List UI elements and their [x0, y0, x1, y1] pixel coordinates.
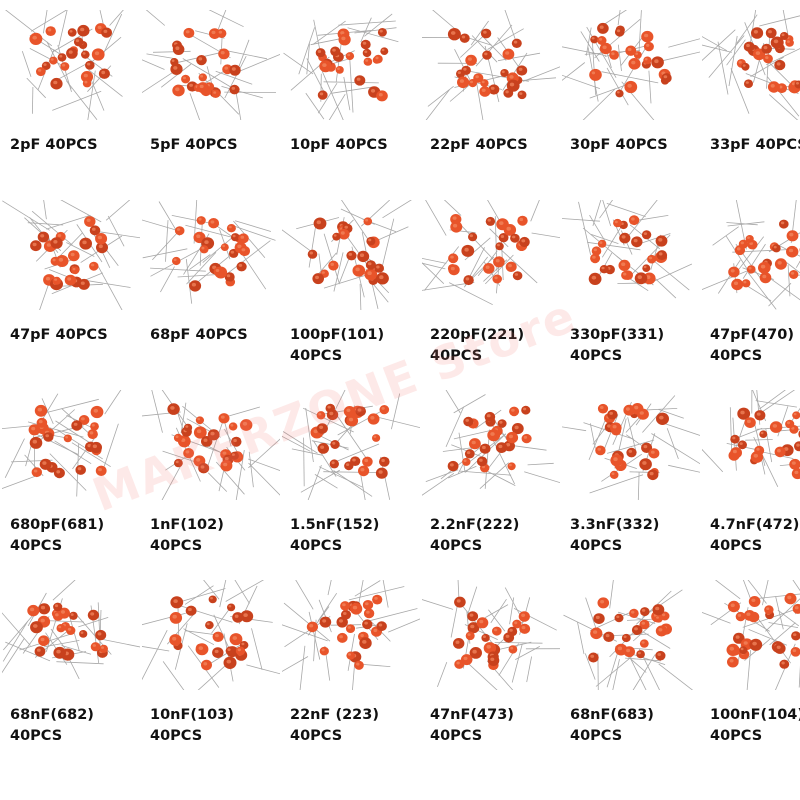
product-cell: 2pF 40PCS: [2, 10, 140, 200]
capacitor-cluster-photo: [142, 10, 280, 120]
product-cell: 10pF 40PCS: [282, 10, 420, 200]
capacitor-cluster-photo: [702, 200, 800, 310]
capacitor-cluster-photo: [422, 200, 560, 310]
product-cell: 3.3nF(332) 40PCS: [562, 390, 700, 580]
product-cell: 100pF(101) 40PCS: [282, 200, 420, 390]
product-label: 3.3nF(332) 40PCS: [570, 517, 660, 554]
product-label: 5pF 40PCS: [150, 137, 238, 153]
product-cell: 22nF (223) 40PCS: [282, 580, 420, 770]
product-cell: 220pF(221) 40PCS: [422, 200, 560, 390]
product-cell: 68nF(682) 40PCS: [2, 580, 140, 770]
capacitor-cluster-photo: [422, 390, 560, 500]
product-label: 47pF 40PCS: [10, 327, 108, 343]
product-label: 2.2nF(222) 40PCS: [430, 517, 520, 554]
product-label: 22pF 40PCS: [430, 137, 528, 153]
product-label: 22nF (223) 40PCS: [290, 707, 379, 744]
capacitor-cluster-photo: [2, 200, 140, 310]
capacitor-cluster-photo: [282, 580, 420, 690]
product-label: 33pF 40PCS: [710, 137, 800, 153]
product-cell: 1.5nF(152) 40PCS: [282, 390, 420, 580]
product-label: 2pF 40PCS: [10, 137, 98, 153]
product-label: 10pF 40PCS: [290, 137, 388, 153]
product-cell: 68nF(683) 40PCS: [562, 580, 700, 770]
product-label: 100nF(104) 40PCS: [710, 707, 800, 744]
capacitor-cluster-photo: [702, 580, 800, 690]
capacitor-cluster-photo: [2, 10, 140, 120]
product-cell: 4.7nF(472) 40PCS: [702, 390, 800, 580]
capacitor-cluster-photo: [142, 200, 280, 310]
capacitor-cluster-photo: [2, 580, 140, 690]
capacitor-cluster-photo: [282, 10, 420, 120]
product-cell: 1nF(102) 40PCS: [142, 390, 280, 580]
capacitor-cluster-photo: [562, 200, 700, 310]
capacitor-cluster-photo: [562, 390, 700, 500]
product-cell: 10nF(103) 40PCS: [142, 580, 280, 770]
capacitor-cluster-photo: [422, 10, 560, 120]
product-cell: 30pF 40PCS: [562, 10, 700, 200]
product-cell: 5pF 40PCS: [142, 10, 280, 200]
product-label: 47nF(473) 40PCS: [430, 707, 514, 744]
product-cell: 100nF(104) 40PCS: [702, 580, 800, 770]
product-cell: 330pF(331) 40PCS: [562, 200, 700, 390]
capacitor-cluster-photo: [702, 390, 800, 500]
product-label: 680pF(681) 40PCS: [10, 517, 105, 554]
capacitor-cluster-photo: [142, 390, 280, 500]
product-label: 100pF(101) 40PCS: [290, 327, 385, 364]
product-label: 1.5nF(152) 40PCS: [290, 517, 380, 554]
product-label: 68nF(682) 40PCS: [10, 707, 94, 744]
product-cell: 47pF(470) 40PCS: [702, 200, 800, 390]
product-label: 1nF(102) 40PCS: [150, 517, 224, 554]
product-label: 68pF 40PCS: [150, 327, 248, 343]
product-label: 330pF(331) 40PCS: [570, 327, 665, 364]
capacitor-cluster-photo: [142, 580, 280, 690]
product-cell: 47nF(473) 40PCS: [422, 580, 560, 770]
product-cell: 2.2nF(222) 40PCS: [422, 390, 560, 580]
product-label: 47pF(470) 40PCS: [710, 327, 794, 364]
capacitor-cluster-photo: [2, 390, 140, 500]
product-label: 220pF(221) 40PCS: [430, 327, 525, 364]
product-label: 30pF 40PCS: [570, 137, 668, 153]
product-label: 10nF(103) 40PCS: [150, 707, 234, 744]
product-cell: 22pF 40PCS: [422, 10, 560, 200]
product-cell: 680pF(681) 40PCS: [2, 390, 140, 580]
product-label: 4.7nF(472) 40PCS: [710, 517, 800, 554]
capacitor-cluster-photo: [422, 580, 560, 690]
product-cell: 68pF 40PCS: [142, 200, 280, 390]
capacitor-cluster-photo: [562, 10, 700, 120]
product-cell: 47pF 40PCS: [2, 200, 140, 390]
capacitor-cluster-photo: [702, 10, 800, 120]
capacitor-cluster-photo: [282, 390, 420, 500]
capacitor-cluster-photo: [562, 580, 700, 690]
product-cell: 33pF 40PCS: [702, 10, 800, 200]
product-label: 68nF(683) 40PCS: [570, 707, 654, 744]
capacitor-cluster-photo: [282, 200, 420, 310]
